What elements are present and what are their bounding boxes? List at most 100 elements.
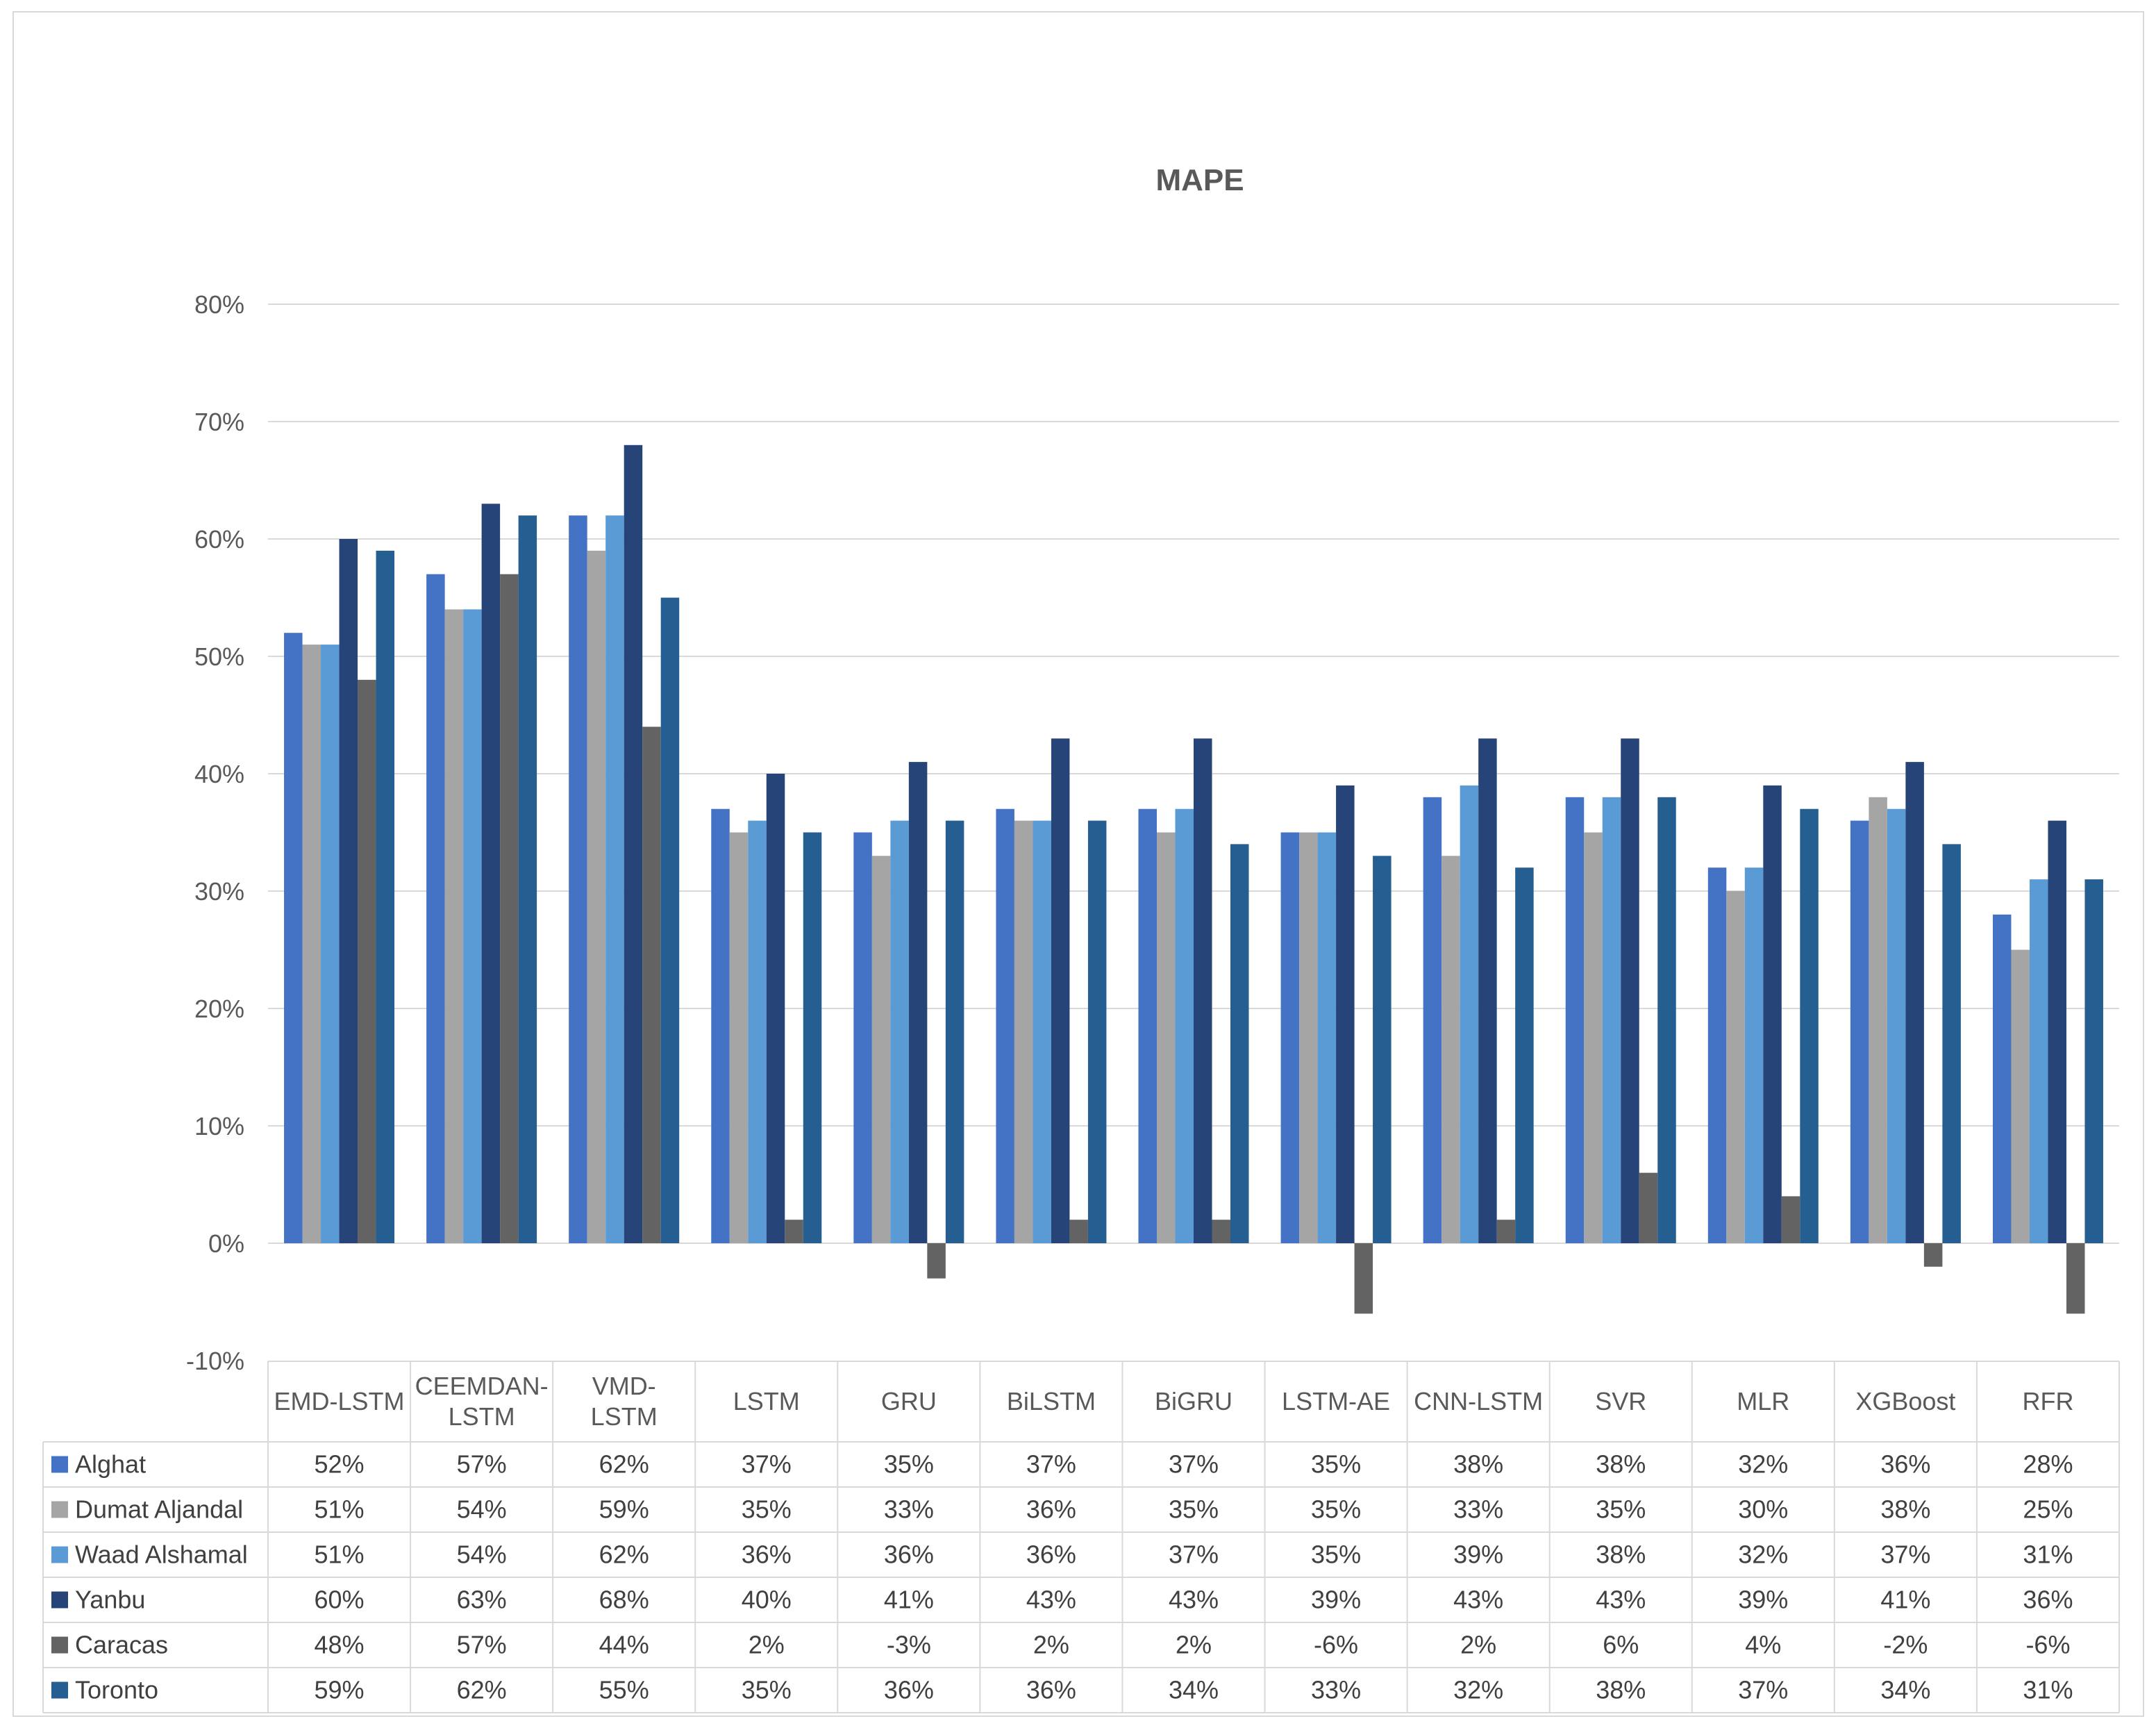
table-cell: 4% — [1745, 1631, 1781, 1659]
bar — [908, 762, 928, 1243]
bar — [1602, 797, 1621, 1243]
table-cell: -6% — [2025, 1631, 2070, 1659]
bar — [1657, 797, 1676, 1243]
table-cell: 62% — [599, 1450, 649, 1479]
table-cell: 51% — [315, 1540, 365, 1569]
y-tick-label: 60% — [194, 525, 244, 554]
table-cell: 39% — [1311, 1586, 1361, 1614]
bar — [766, 774, 785, 1243]
table-cell: 39% — [1453, 1540, 1503, 1569]
table-cell: 39% — [1738, 1586, 1788, 1614]
y-tick-label: 50% — [194, 642, 244, 671]
table-cell: 36% — [1026, 1495, 1076, 1524]
bar — [711, 808, 730, 1243]
bar — [1441, 856, 1460, 1243]
y-tick-label: 0% — [208, 1229, 244, 1258]
bar — [1336, 785, 1355, 1243]
y-tick-label: 70% — [194, 408, 244, 436]
bar — [1157, 832, 1176, 1243]
bar — [1923, 1243, 1943, 1267]
table-cell: 32% — [1453, 1676, 1503, 1704]
bar — [1212, 1220, 1230, 1243]
legend-swatch — [51, 1591, 68, 1609]
bar — [1051, 738, 1070, 1243]
bar — [1621, 738, 1639, 1243]
x-tick-label: CEEMDAN-LSTM — [415, 1372, 549, 1431]
data-table: EMD-LSTM CEEMDAN-LSTM VMD-LSTM LSTM GRU BiLST… — [42, 1361, 2120, 1713]
table-cell: 38% — [1596, 1540, 1646, 1569]
table-cell: 36% — [2023, 1586, 2073, 1614]
bar — [1069, 1220, 1088, 1243]
bar — [660, 597, 680, 1243]
bar — [302, 645, 321, 1243]
bar — [500, 574, 519, 1243]
table-cell: 68% — [599, 1586, 649, 1614]
table-cell: 6% — [1603, 1631, 1639, 1659]
table-cell: 41% — [884, 1586, 934, 1614]
legend-swatch — [51, 1456, 68, 1473]
bar — [284, 633, 303, 1243]
bar — [339, 539, 358, 1243]
bar — [1354, 1243, 1373, 1314]
bar — [1317, 832, 1337, 1243]
bar — [1565, 797, 1585, 1243]
bar — [1763, 785, 1782, 1243]
legend-label: Dumat Aljandal — [75, 1495, 243, 1524]
table-cell: 37% — [1738, 1676, 1788, 1704]
table-cell: 38% — [1453, 1450, 1503, 1479]
bar — [426, 574, 445, 1243]
bar — [605, 515, 624, 1244]
bar — [463, 609, 482, 1243]
bar — [927, 1243, 946, 1279]
table-cell: 62% — [457, 1676, 507, 1704]
table-cell: 33% — [1453, 1495, 1503, 1524]
x-tick-label: CNN-LSTM — [1414, 1387, 1543, 1415]
table-cell: 43% — [1026, 1586, 1076, 1614]
table-cell: 2% — [749, 1631, 785, 1659]
table-cell: 32% — [1738, 1450, 1788, 1479]
x-tick-label: BiLSTM — [1007, 1387, 1096, 1415]
bar — [321, 645, 340, 1243]
bar — [1460, 785, 1479, 1243]
y-tick-label: 20% — [194, 995, 244, 1023]
table-cell: 30% — [1738, 1495, 1788, 1524]
table-cell: 34% — [1880, 1676, 1930, 1704]
bar — [1496, 1220, 1516, 1243]
legend-swatch — [51, 1501, 68, 1518]
table-cell: 62% — [599, 1540, 649, 1569]
y-axis-ticks: 80% 70% 60% 50% 40% 30% 20% 10% 0% -10% — [186, 290, 244, 1375]
bar — [1014, 820, 1033, 1243]
bar — [1584, 832, 1603, 1243]
table-cell: 54% — [457, 1495, 507, 1524]
table-cell: 38% — [1596, 1676, 1646, 1704]
table-cell: 36% — [742, 1540, 792, 1569]
bar — [803, 832, 822, 1243]
table-cell: 35% — [884, 1450, 934, 1479]
table-cell: 33% — [884, 1495, 934, 1524]
bar — [481, 504, 501, 1243]
bar — [1707, 867, 1727, 1243]
bar — [2084, 879, 2103, 1243]
table-cell: 28% — [2023, 1450, 2073, 1479]
table-cell: 35% — [1169, 1495, 1219, 1524]
bar — [945, 820, 964, 1243]
bar — [1478, 738, 1497, 1243]
bar — [2029, 879, 2048, 1243]
bar — [1230, 844, 1249, 1243]
table-cell: -3% — [887, 1631, 931, 1659]
bar — [1726, 891, 1745, 1243]
legend-label: Caracas — [75, 1631, 168, 1659]
table-cell: 36% — [884, 1540, 934, 1569]
x-tick-label: MLR — [1737, 1387, 1789, 1415]
table-cell: 2% — [1460, 1631, 1496, 1659]
chart-frame — [12, 11, 2144, 1717]
bar — [785, 1220, 803, 1243]
bar — [358, 679, 376, 1243]
bar — [2011, 949, 2030, 1243]
x-tick-label: XGBoost — [1855, 1387, 1955, 1415]
bar — [1639, 1172, 1658, 1243]
bar — [1033, 820, 1051, 1243]
bar — [1087, 820, 1107, 1243]
bar — [1744, 867, 1764, 1243]
